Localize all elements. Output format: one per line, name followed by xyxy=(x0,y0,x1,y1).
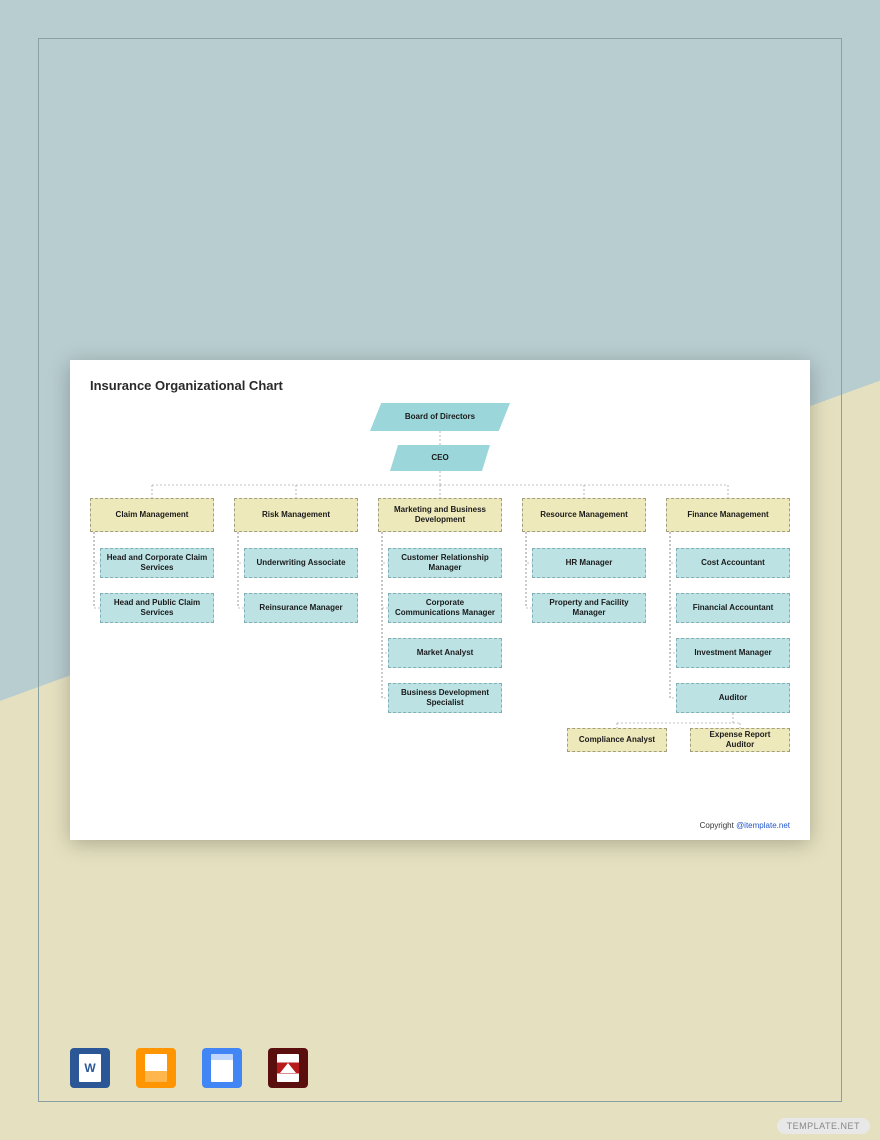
node-a1: Expense Report Auditor xyxy=(690,728,790,752)
node-r22: Market Analyst xyxy=(388,638,502,668)
node-r20: Customer Relationship Manager xyxy=(388,548,502,578)
copyright-text: Copyright @itemplate.net xyxy=(700,821,790,830)
node-r31: Property and Facility Manager xyxy=(532,593,646,623)
node-dept2: Marketing and Business Development xyxy=(378,498,502,532)
node-dept1: Risk Management xyxy=(234,498,358,532)
copyright-link[interactable]: @itemplate.net xyxy=(736,821,790,830)
node-r00: Head and Corporate Claim Services xyxy=(100,548,214,578)
copyright-label: Copyright xyxy=(700,821,736,830)
node-r43: Auditor xyxy=(676,683,790,713)
node-r10: Underwriting Associate xyxy=(244,548,358,578)
node-a0: Compliance Analyst xyxy=(567,728,667,752)
chart-title: Insurance Organizational Chart xyxy=(90,378,790,393)
node-r01: Head and Public Claim Services xyxy=(100,593,214,623)
node-r23: Business Development Specialist xyxy=(388,683,502,713)
app-icons-row: W xyxy=(70,1048,308,1088)
node-dept4: Finance Management xyxy=(666,498,790,532)
node-r40: Cost Accountant xyxy=(676,548,790,578)
node-dept3: Resource Management xyxy=(522,498,646,532)
node-ceo: CEO xyxy=(390,445,490,471)
pdf-icon xyxy=(268,1048,308,1088)
node-board: Board of Directors xyxy=(370,403,510,431)
node-dept0: Claim Management xyxy=(90,498,214,532)
node-r42: Investment Manager xyxy=(676,638,790,668)
pages-icon xyxy=(136,1048,176,1088)
watermark-badge: TEMPLATE.NET xyxy=(777,1118,870,1134)
docs-icon xyxy=(202,1048,242,1088)
org-chart: Board of Directors CEO Claim Management Ris… xyxy=(90,403,790,823)
node-r41: Financial Accountant xyxy=(676,593,790,623)
word-icon: W xyxy=(70,1048,110,1088)
chart-card: Insurance Organizational Chart Board of … xyxy=(70,360,810,840)
node-r30: HR Manager xyxy=(532,548,646,578)
node-r11: Reinsurance Manager xyxy=(244,593,358,623)
node-r21: Corporate Communications Manager xyxy=(388,593,502,623)
